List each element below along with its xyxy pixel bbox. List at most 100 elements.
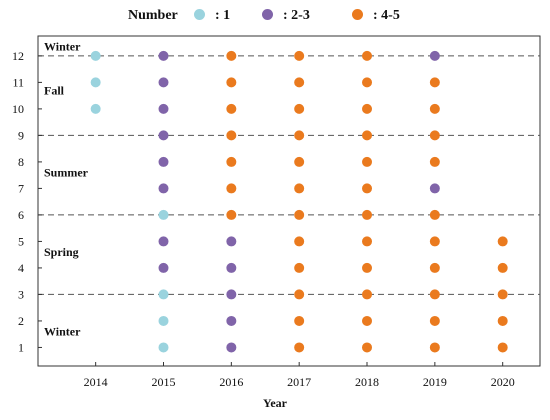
data-point (158, 209, 169, 220)
data-point (497, 236, 508, 247)
data-point (429, 50, 440, 61)
legend-marker-2-3 (262, 9, 273, 20)
data-point (90, 77, 101, 88)
data-point (158, 156, 169, 167)
legend-label-4-5: : 4-5 (373, 8, 400, 23)
y-tick-label: 2 (18, 314, 24, 328)
data-point (226, 236, 237, 247)
y-tick-label: 5 (18, 234, 24, 248)
data-point (429, 103, 440, 114)
plot-frame (37, 35, 541, 367)
data-point (362, 77, 373, 88)
data-point (429, 262, 440, 273)
y-tick-label: 3 (18, 287, 24, 301)
data-point (158, 262, 169, 273)
x-tick-label: 2016 (219, 375, 243, 389)
data-point (294, 103, 305, 114)
data-point (158, 130, 169, 141)
x-axis-title: Year (263, 396, 287, 410)
data-point (226, 315, 237, 326)
x-tick-label: 2020 (491, 375, 515, 389)
data-point (429, 209, 440, 220)
y-tick-label: 4 (18, 261, 24, 275)
y-tick-label: 9 (18, 128, 24, 142)
data-point (429, 289, 440, 300)
legend-label-2-3: : 2-3 (283, 8, 310, 23)
season-label: Summer (44, 166, 89, 180)
data-point (362, 236, 373, 247)
data-point (362, 103, 373, 114)
data-point (158, 236, 169, 247)
data-point (226, 262, 237, 273)
legend-title: Number (128, 8, 178, 23)
data-point (362, 262, 373, 273)
data-point (429, 77, 440, 88)
data-point (226, 130, 237, 141)
data-point (226, 156, 237, 167)
legend-item-1: : 1 (194, 8, 230, 24)
data-point (362, 315, 373, 326)
data-point (158, 183, 169, 194)
data-point (362, 289, 373, 300)
data-point (429, 236, 440, 247)
season-label: Winter (44, 325, 81, 339)
data-point (362, 342, 373, 353)
data-point (429, 130, 440, 141)
data-point (362, 183, 373, 194)
y-tick-label: 6 (18, 208, 24, 222)
data-point (429, 156, 440, 167)
data-point (294, 130, 305, 141)
legend-marker-1 (194, 9, 205, 20)
legend-label-1: : 1 (215, 8, 231, 23)
legend-item-2-3: : 2-3 (262, 8, 310, 24)
data-point (90, 50, 101, 61)
data-point (497, 315, 508, 326)
x-tick-label: 2015 (152, 375, 176, 389)
data-point (294, 50, 305, 61)
y-tick-label: 10 (12, 102, 24, 116)
y-tick-label: 1 (18, 340, 24, 354)
data-point (158, 77, 169, 88)
data-point (362, 156, 373, 167)
data-point (226, 289, 237, 300)
data-point (497, 342, 508, 353)
data-point (226, 77, 237, 88)
season-label: Spring (44, 245, 79, 259)
y-tick-label: 12 (12, 49, 24, 63)
data-point (158, 315, 169, 326)
data-point (294, 289, 305, 300)
data-point (294, 156, 305, 167)
data-point (362, 130, 373, 141)
data-point (362, 50, 373, 61)
data-point (226, 342, 237, 353)
data-point (294, 315, 305, 326)
data-point (497, 262, 508, 273)
data-point (294, 262, 305, 273)
legend-marker-4-5 (352, 9, 363, 20)
x-tick-label: 2014 (84, 375, 108, 389)
data-point (226, 103, 237, 114)
data-point (158, 289, 169, 300)
data-point (158, 103, 169, 114)
data-point (294, 209, 305, 220)
data-point (158, 342, 169, 353)
data-point (294, 77, 305, 88)
data-point (429, 342, 440, 353)
x-tick-label: 2017 (287, 375, 311, 389)
y-tick-label: 7 (18, 181, 24, 195)
data-point (90, 103, 101, 114)
data-point (497, 289, 508, 300)
data-point (429, 315, 440, 326)
data-point (226, 50, 237, 61)
legend: Number : 1 : 2-3 : 4-5 (0, 6, 550, 28)
data-point (294, 183, 305, 194)
y-tick-label: 8 (18, 155, 24, 169)
data-point (294, 236, 305, 247)
data-point (294, 342, 305, 353)
data-point (226, 183, 237, 194)
season-label: Winter (44, 40, 81, 54)
legend-item-4-5: : 4-5 (352, 8, 400, 24)
data-point (429, 183, 440, 194)
data-point (158, 50, 169, 61)
